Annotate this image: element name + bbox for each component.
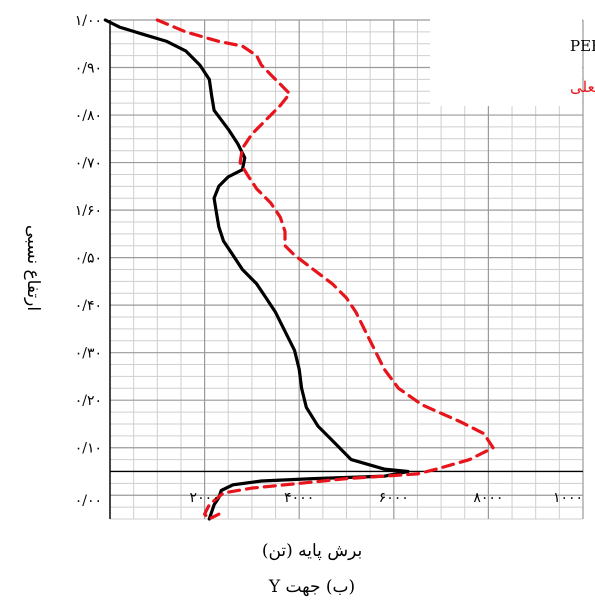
y-tick-label: ۰/۷۰ [75, 156, 102, 172]
x-axis-title: برش پایه (تن) [262, 541, 362, 561]
y-tick-label: ۱/۶۰ [75, 203, 102, 219]
y-tick-label: ۰/۵۰ [75, 251, 102, 267]
legend-entry-peer: گزارش PEER [570, 37, 595, 55]
x-tick-label: ۸۰۰۰ [473, 490, 503, 506]
y-tick-labels: ۱/۰۰ ۰/۹۰ ۰/۸۰ ۰/۷۰ ۱/۶۰ ۰/۵۰ ۰/۴۰ ۰/۳۰ ۰/۲۰ ۰/۱۰… [75, 13, 102, 509]
series-line-peer [103, 18, 410, 521]
y-axis-title: ارتفاع نسبی [23, 225, 43, 311]
y-tick-label: ۰/۰۰ [75, 493, 102, 509]
y-tick-label: ۰/۱۰ [75, 441, 102, 457]
legend-box [430, 18, 582, 106]
x-tick-label: ۴۰۰۰ [284, 490, 314, 506]
x-tick-label: ۱۰۰۰ [553, 490, 583, 506]
plot-frame [109, 20, 583, 519]
series-layer [103, 18, 495, 521]
x-tick-label: ۲۰۰۰ [190, 490, 220, 506]
x-tick-label: ۶۰۰۰ [379, 490, 409, 506]
y-tick-label: ۰/۳۰ [75, 346, 102, 362]
figure-caption: (ب) جهت Y [268, 577, 355, 597]
legend: گزارش PEER مدل فعلی [430, 18, 595, 106]
legend-entry-current-model: مدل فعلی [570, 78, 595, 96]
series-line-current-model [155, 18, 495, 521]
y-tick-label: ۱/۰۰ [75, 13, 102, 29]
y-tick-label: ۰/۹۰ [75, 61, 102, 77]
y-tick-label: ۰/۸۰ [75, 108, 102, 124]
y-tick-label: ۰/۴۰ [75, 298, 102, 314]
y-tick-label: ۰/۲۰ [75, 393, 102, 409]
x-tick-labels: ۲۰۰۰ ۴۰۰۰ ۶۰۰۰ ۸۰۰۰ ۱۰۰۰ [190, 490, 583, 506]
